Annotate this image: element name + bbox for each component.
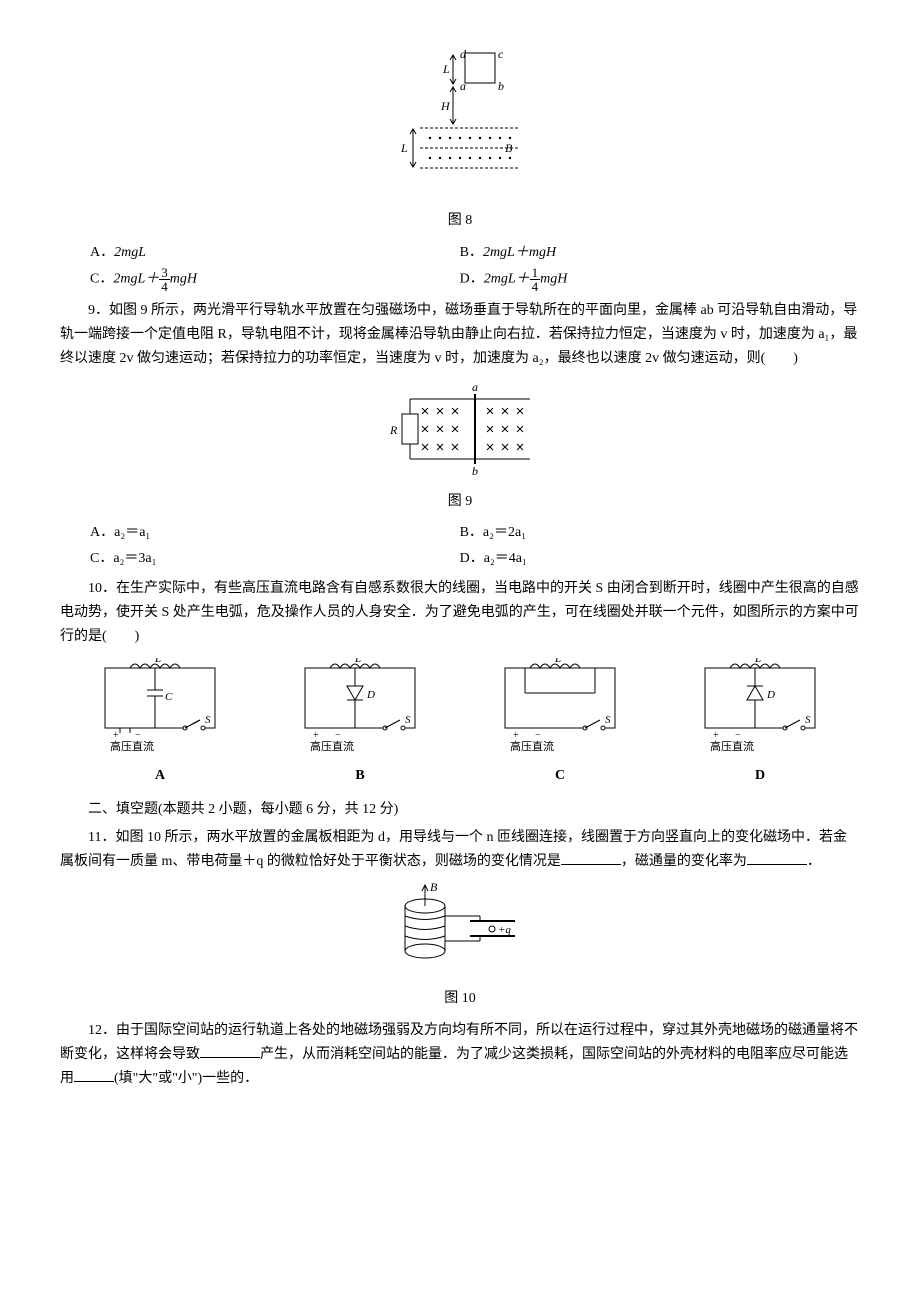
figure-9-caption: 图 9 [60,490,860,514]
svg-text:−: − [135,730,141,741]
q11-text: 11．如图 10 所示，两水平放置的金属板相距为 d，用导线与一个 n 匝线圈连… [60,826,860,874]
svg-text:+q: +q [498,924,511,936]
q9-options: A．a₂＝a₁ B．a₂＝2a₁ C．a₂＝3a₁ D．a₂＝4a₁ [90,521,860,573]
svg-text:S: S [805,714,811,726]
svg-text:高压直流: 高压直流 [710,739,754,753]
figure-8: d c a b L H L B 图 8 [60,48,860,233]
svg-text:S: S [205,714,211,726]
circuit-b: L D S + − 高压直流 B [285,658,435,788]
circuit-d-label: D [685,764,835,788]
figure-9: R a b 图 9 [60,379,860,514]
label-a-fig9: a [472,380,478,394]
label-d: d [460,48,467,61]
svg-text:L: L [154,658,161,665]
q9-option-b: B．a₂＝2a₁ [460,521,830,545]
svg-text:−: − [735,730,741,741]
circuit-a-label: A [85,764,235,788]
label-R: R [389,423,398,437]
blank-12-1 [200,1043,260,1058]
q12-text: 12．由于国际空间站的运行轨道上各处的地磁场强弱及方向均有所不同，所以在运行过程… [60,1019,860,1090]
q8-options: A．2mgL B．2mgL＋mgH C．2mgL＋34mgH D．2mgL＋14… [90,241,860,296]
label-a: a [460,79,466,93]
circuit-b-label: B [285,764,435,788]
svg-text:D: D [766,689,775,701]
svg-text:S: S [405,714,411,726]
q8-option-b: B．2mgL＋mgH [460,241,830,265]
circuit-d: L D S + − 高压直流 D [685,658,835,788]
q9-option-d: D．a₂＝4a₁ [460,547,830,571]
svg-text:C: C [165,691,173,703]
label-b-fig9: b [472,464,478,478]
circuit-c-label: C [485,764,635,788]
figure-9-svg: R a b [380,379,540,479]
label-L2: L [400,141,408,155]
svg-text:L: L [754,658,761,665]
q9-option-a: A．a₂＝a₁ [90,521,460,545]
svg-text:−: − [535,730,541,741]
svg-text:+: + [513,730,519,741]
svg-text:+: + [313,730,319,741]
figure-10-svg: B +q [380,881,540,976]
blank-11-2 [747,850,807,865]
label-B: B [505,141,513,155]
svg-text:L: L [354,658,361,665]
svg-text:高压直流: 高压直流 [110,739,154,753]
svg-text:S: S [605,714,611,726]
label-c: c [498,48,504,61]
q8-option-d: D．2mgL＋14mgH [460,266,830,293]
figure-8-svg: d c a b L H L B [395,48,525,198]
label-b: b [498,79,504,93]
label-H: H [440,99,451,113]
svg-text:+: + [113,730,119,741]
q8-option-c: C．2mgL＋34mgH [90,266,460,293]
svg-text:D: D [366,689,375,701]
figure-10-caption: 图 10 [60,987,860,1011]
blank-12-2 [74,1067,114,1082]
q9-text: 9．如图 9 所示，两光滑平行导轨水平放置在匀强磁场中，磁场垂直于导轨所在的平面… [60,299,860,370]
blank-11-1 [561,850,621,865]
section-2-heading: 二、填空题(本题共 2 小题，每小题 6 分，共 12 分) [60,798,860,822]
svg-text:高压直流: 高压直流 [510,739,554,753]
q8-option-a: A．2mgL [90,241,460,265]
svg-text:B: B [430,881,438,894]
circuit-a: L C S + − 高压直流 A [85,658,235,788]
svg-text:+: + [713,730,719,741]
circuit-c: L S + − 高压直流 C [485,658,635,788]
figure-10: B +q 图 10 [60,881,860,1011]
svg-text:L: L [554,658,561,665]
svg-text:−: − [335,730,341,741]
q10-text: 10．在生产实际中，有些高压直流电路含有自感系数很大的线圈，当电路中的开关 S … [60,577,860,648]
circuit-options: L C S + − 高压直流 A [60,658,860,788]
q9-option-c: C．a₂＝3a₁ [90,547,460,571]
svg-text:高压直流: 高压直流 [310,739,354,753]
figure-8-caption: 图 8 [60,209,860,233]
label-L1: L [442,62,450,76]
